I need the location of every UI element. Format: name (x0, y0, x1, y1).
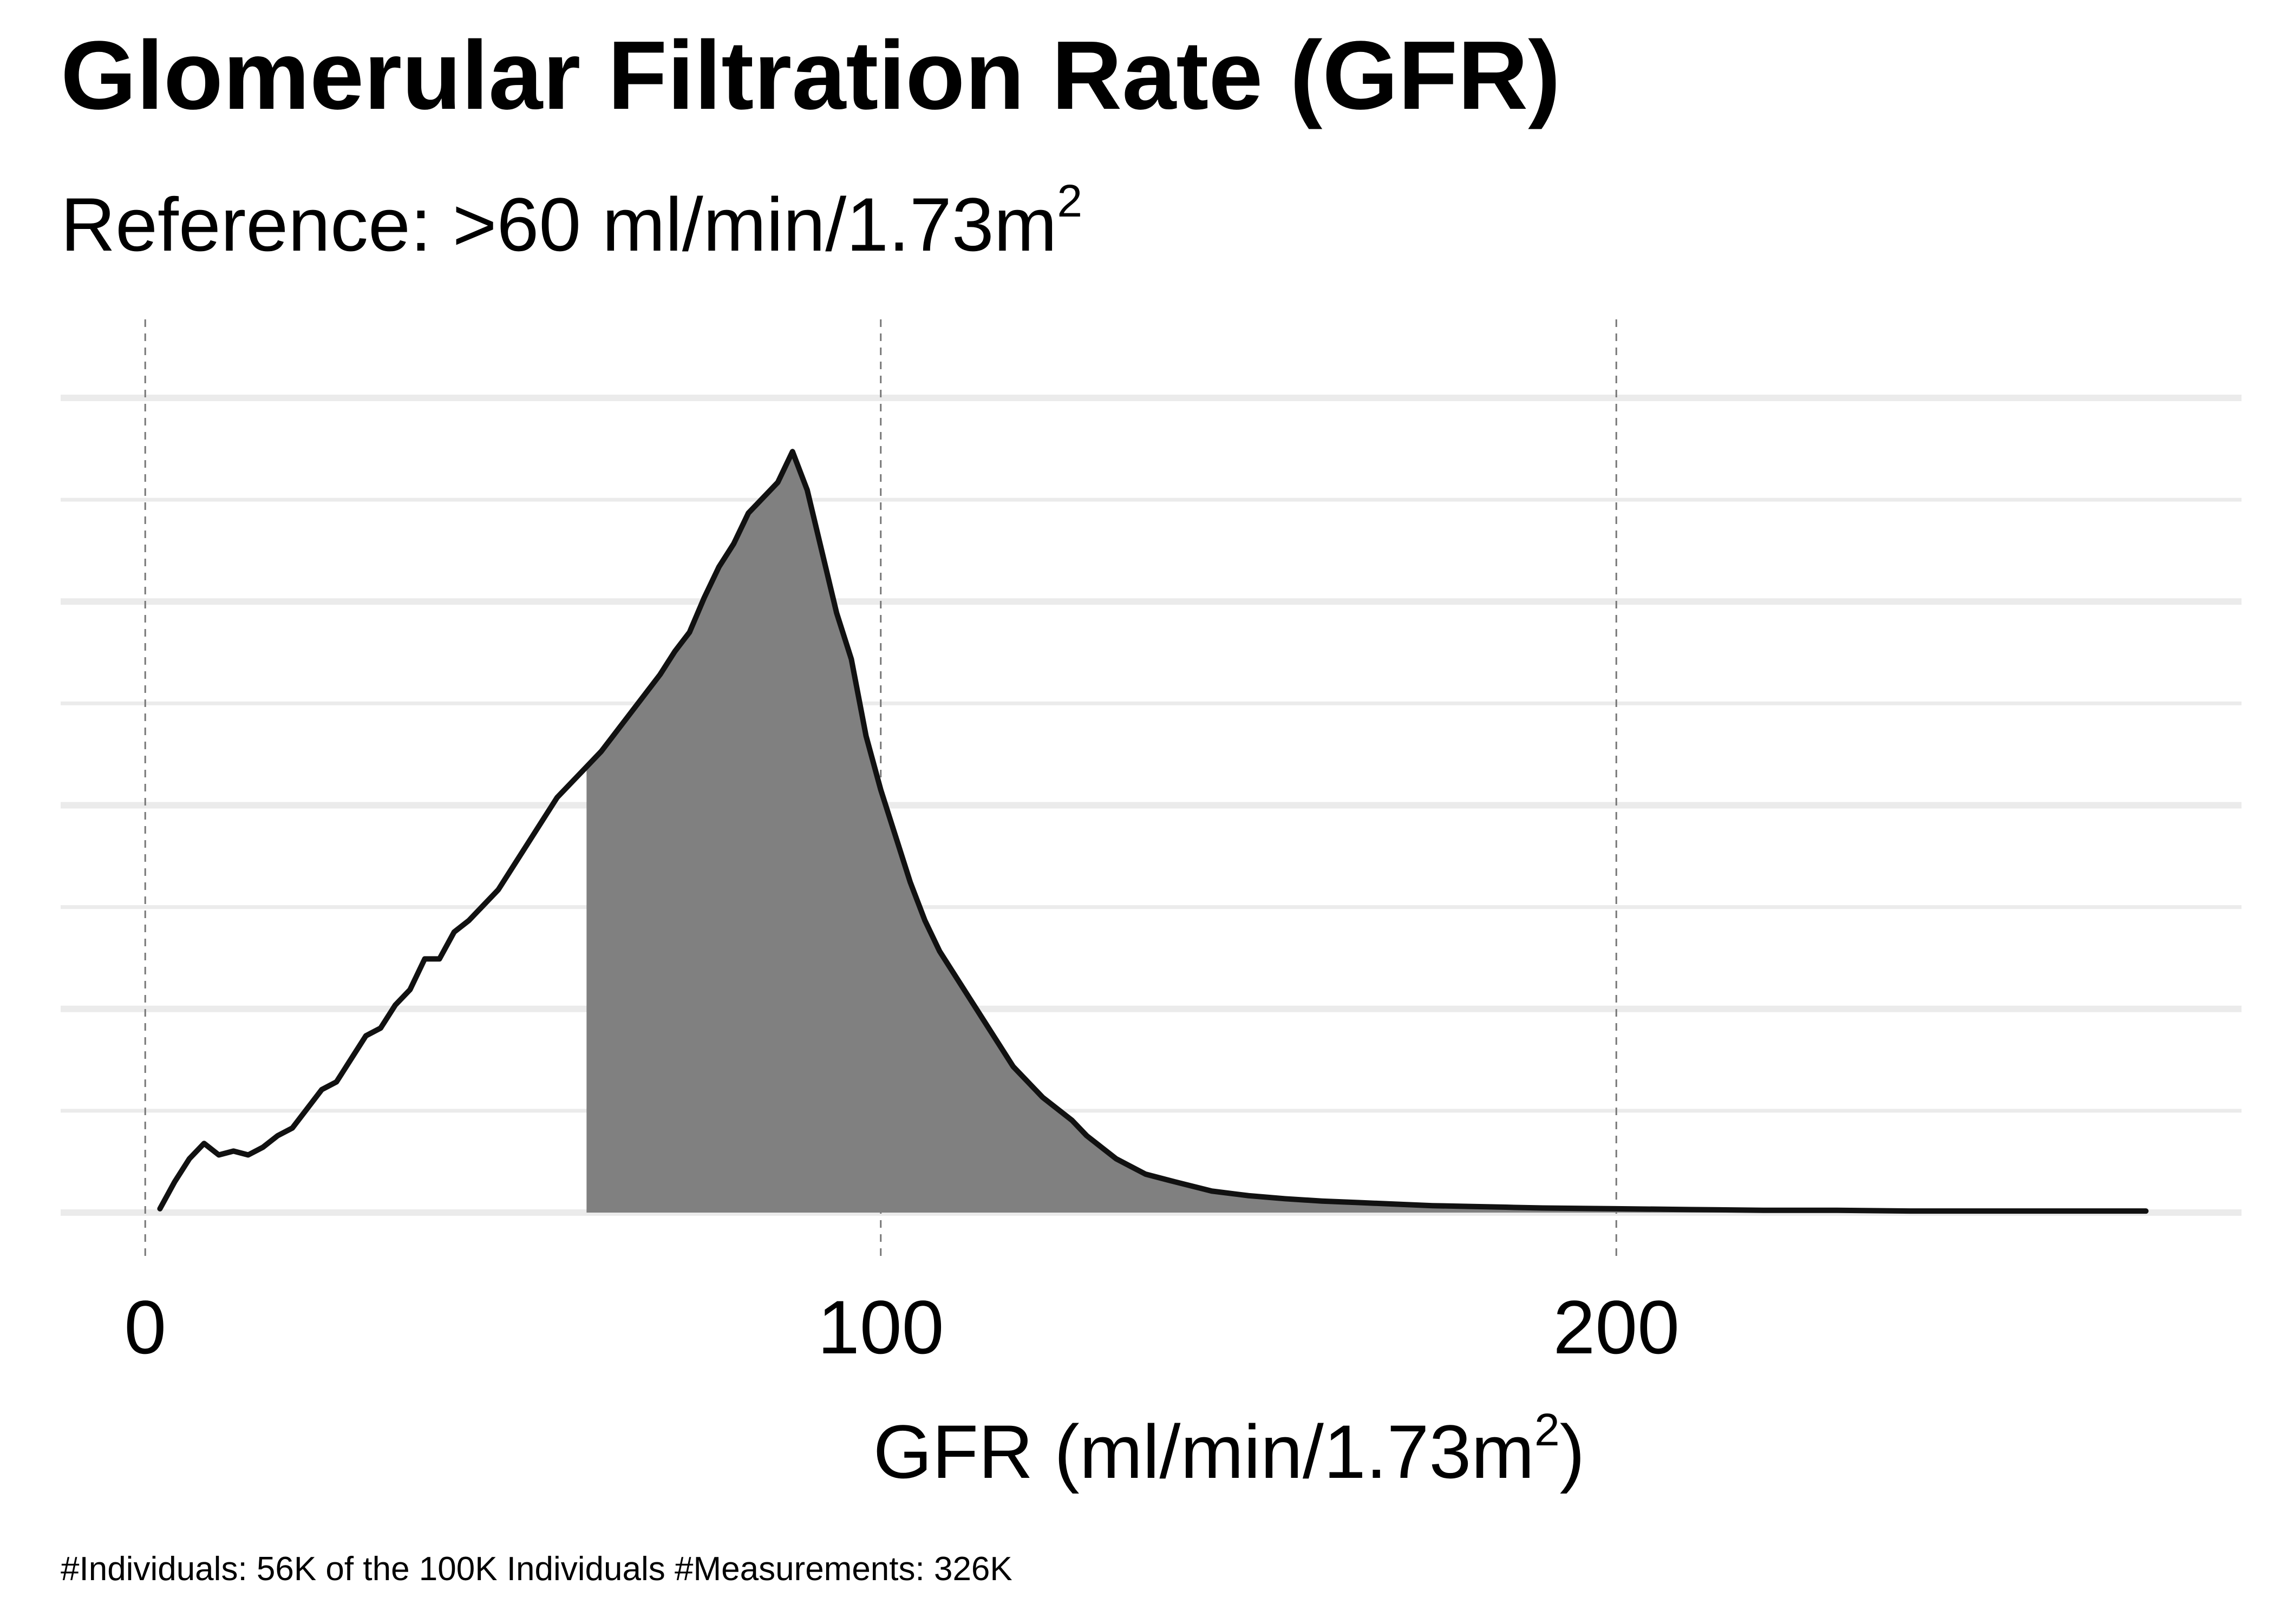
chart-subtitle: Reference: >60 ml/min/1.73m2 (61, 178, 1082, 263)
x-tick-label: 200 (1553, 1285, 1680, 1370)
density-line (157, 449, 2149, 1214)
x-tick-label: 100 (818, 1285, 944, 1370)
line-layer (157, 449, 2149, 1214)
chart-title: Glomerular Filtration Rate (GFR) (61, 21, 1561, 130)
reference-shaded-area (586, 451, 2146, 1213)
x-tick-label-layer: 0 100 200 (124, 1285, 1680, 1370)
x-axis-label: GFR (ml/min/1.73m2) (873, 1404, 1585, 1494)
subtitle-text: Reference: >60 ml/min/1.73m (61, 182, 1057, 267)
grid-layer (61, 395, 2242, 1216)
chart-caption: #Individuals: 56K of the 100K Individual… (61, 1550, 1012, 1588)
subtitle-superscript: 2 (1057, 175, 1083, 226)
area-layer (586, 451, 2146, 1213)
x-tick-label: 0 (124, 1285, 166, 1370)
